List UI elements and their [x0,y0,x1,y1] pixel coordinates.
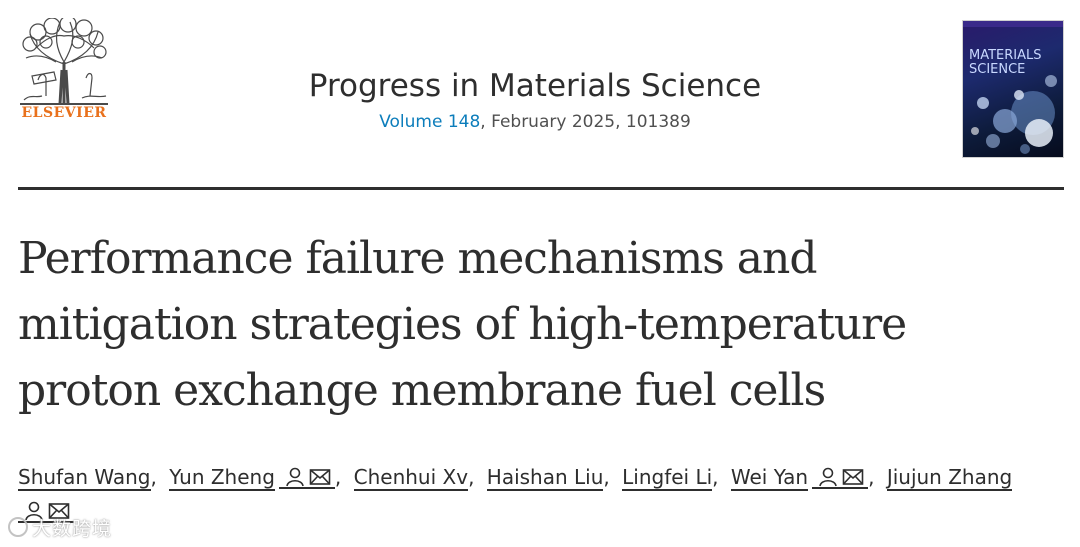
author-link[interactable]: Jiujun Zhang [886,465,1013,491]
issue-details: , February 2025, 101389 [480,112,691,132]
author-link[interactable]: Lingfei Li [622,465,713,491]
author-item: Shufan Wang [18,465,151,491]
article-title-line: mitigation strategies of high-temperatur… [18,299,907,350]
watermark-icon [8,517,28,537]
volume-link[interactable]: Volume 148 [379,112,481,132]
watermark: 大数跨境 [8,514,112,541]
author-link[interactable]: Shufan Wang [18,465,151,491]
author-contact-icons[interactable] [18,501,74,523]
mail-icon [48,503,70,519]
author-list: Shufan Wang, Yun Zheng , Chenhui Xv, Hai… [18,460,1078,528]
author-separator: , [712,465,719,489]
journal-title-link[interactable]: Progress in Materials Science [308,68,762,104]
cover-title: MATERIALS SCIENCE [969,48,1042,77]
author-link[interactable]: Chenhui Xv [353,465,469,491]
person-icon [819,467,837,487]
author-separator: , [603,465,610,489]
author-separator: , [468,465,475,489]
person-icon [286,467,304,487]
person-icon [25,501,43,521]
author-separator: , [868,465,875,489]
mail-icon [842,469,864,485]
journal-cover-image[interactable]: MATERIALS SCIENCE [962,20,1064,158]
journal-header: Progress in Materials Science Volume 148… [250,64,820,132]
watermark-text: 大数跨境 [32,518,113,540]
mail-icon [309,469,331,485]
elsevier-tree-icon [20,18,108,105]
author-item: Yun Zheng [169,465,335,491]
author-contact-icons[interactable] [278,467,335,489]
elsevier-logo[interactable] [16,18,112,126]
author-item: Haishan Liu [486,465,604,491]
article-title-line: proton exchange membrane fuel cells [18,365,826,416]
author-item: Jiujun Zhang [886,465,1013,491]
author-item: Chenhui Xv [353,465,469,491]
author-separator: , [334,465,342,489]
cover-art-graphic [963,21,1063,154]
author-contact-icons[interactable] [812,467,869,489]
author-item: Lingfei Li [622,465,713,491]
article-title: Performance failure mechanisms and mitig… [18,226,1068,424]
publisher-name: ELSEVIER [21,105,107,121]
header-divider [18,187,1064,190]
author-item: Wei Yan [730,465,869,491]
author-link[interactable]: Yun Zheng [169,465,275,491]
author-link[interactable]: Wei Yan [730,465,809,491]
article-title-line: Performance failure mechanisms and [18,233,818,284]
author-separator: , [150,465,157,489]
journal-issue-info: Volume 148, February 2025, 101389 [250,112,820,132]
author-link[interactable]: Haishan Liu [486,465,604,491]
